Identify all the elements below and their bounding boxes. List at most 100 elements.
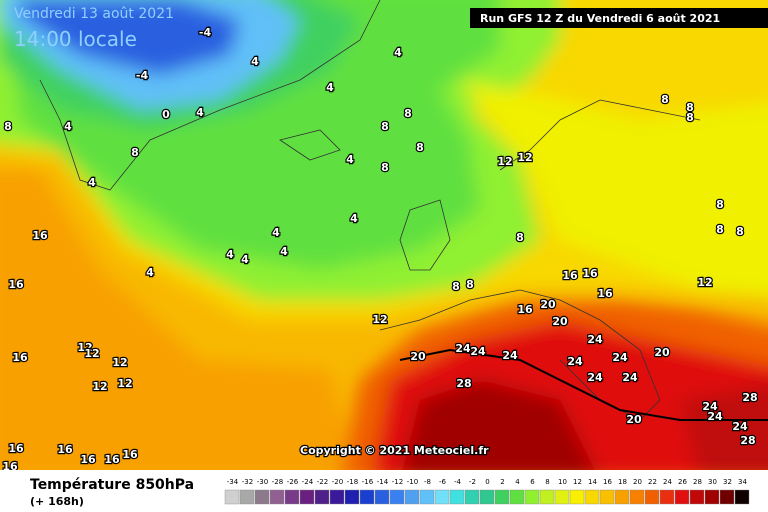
contour-label: 16 — [57, 443, 73, 456]
contour-label: 12 — [84, 347, 99, 360]
contour-label: 4 — [226, 248, 234, 261]
legend-label: 6 — [530, 478, 535, 486]
local-time: 14:00 locale — [14, 27, 137, 51]
contour-label: 4 — [251, 55, 259, 68]
contour-label: 20 — [654, 346, 670, 359]
contour-label: 8 — [131, 146, 139, 159]
legend-swatch — [689, 489, 705, 505]
color-legend: -34 -32 -30 -28 -26 -24 -22 -20 -18 -16 -14 -12 -10-… — [224, 478, 750, 505]
legend-swatch — [704, 489, 720, 505]
contour-label: 4 — [394, 46, 402, 59]
legend-swatch — [224, 489, 240, 505]
legend-swatch — [329, 489, 345, 505]
legend-label: -22 — [317, 478, 328, 486]
contour-label: 8 — [736, 225, 744, 238]
contour-label: 12 — [697, 276, 712, 289]
contour-label: 12 — [117, 377, 132, 390]
legend-swatch — [569, 489, 585, 505]
contour-label: 24 — [622, 371, 638, 384]
contour-label: 28 — [740, 434, 755, 447]
contour-label: 16 — [80, 453, 96, 466]
contour-label: 16 — [582, 267, 598, 280]
contour-label: 16 — [32, 229, 48, 242]
legend-swatch — [374, 489, 390, 505]
legend-swatch — [434, 489, 450, 505]
contour-label: 8 — [716, 198, 724, 211]
contour-label: 16 — [8, 278, 24, 291]
contour-label: 4 — [326, 81, 334, 94]
legend-label: -18 — [347, 478, 358, 486]
legend-label: 8 — [545, 478, 549, 486]
legend-label: -4 — [454, 478, 462, 486]
contour-label: 20 — [410, 350, 426, 363]
contour-label: 4 — [146, 266, 154, 279]
footer-title: Température 850hPa — [30, 477, 194, 493]
legend-swatch — [299, 489, 315, 505]
contour-label: 8 — [466, 278, 474, 291]
legend-label: 32 — [723, 478, 732, 486]
legend-label: 22 — [648, 478, 657, 486]
legend-label: 4 — [515, 478, 520, 486]
coast-europe — [379, 289, 661, 421]
legend-swatch — [584, 489, 600, 505]
contour-label: 20 — [626, 413, 642, 426]
legend-swatch — [524, 489, 540, 505]
legend-swatch — [674, 489, 690, 505]
contour-label: 8 — [686, 111, 694, 124]
contour-label: 24 — [612, 351, 628, 364]
legend-swatch — [404, 489, 420, 505]
contour-label: 8 — [516, 231, 524, 244]
field-orange-west — [0, 170, 358, 470]
contour-label: 8 — [4, 120, 12, 133]
legend-label: 18 — [618, 478, 627, 486]
legend-label: -32 — [242, 478, 253, 486]
contour-label: 8 — [716, 223, 724, 236]
coast-iceland — [279, 129, 341, 161]
coast-greenland — [39, 0, 381, 191]
legend-swatch — [269, 489, 285, 505]
contour-label: 8 — [661, 93, 669, 106]
run-info: Run GFS 12 Z du Vendredi 6 août 2021 — [480, 12, 720, 25]
legend-swatch — [389, 489, 405, 505]
coastlines — [39, 0, 768, 421]
contour-label: 16 — [8, 442, 24, 455]
legend-label: 24 — [663, 478, 672, 486]
coast-africa — [399, 348, 768, 421]
legend-label: 20 — [633, 478, 642, 486]
legend-label: 0 — [485, 478, 489, 486]
contour-label: 12 — [372, 313, 387, 326]
legend-label: -12 — [392, 478, 403, 486]
coast-scandinavia — [499, 99, 701, 171]
contour-label: 16 — [122, 448, 138, 461]
contour-label: 4 — [241, 253, 249, 266]
legend-swatch — [629, 489, 645, 505]
copyright: Copyright © 2021 Meteociel.fr — [300, 444, 489, 457]
legend-label: -28 — [272, 478, 283, 486]
contour-label: 0 — [162, 108, 170, 121]
legend-swatch — [644, 489, 660, 505]
legend-label: 30 — [708, 478, 717, 486]
legend-label: -30 — [257, 478, 268, 486]
legend-swatch — [284, 489, 300, 505]
field-blue — [20, 0, 240, 75]
contour-label: 4 — [196, 106, 204, 119]
valid-date: Vendredi 13 août 2021 — [14, 6, 174, 22]
contour-label: 4 — [280, 245, 288, 258]
contour-label: 20 — [552, 315, 568, 328]
contour-label: 24 — [732, 420, 748, 433]
temperature-field — [0, 0, 768, 470]
contour-label: 24 — [567, 355, 583, 368]
contour-label: 8 — [686, 101, 694, 114]
contour-label: 24 — [470, 345, 486, 358]
legend-label: -34 — [227, 478, 239, 486]
legend-swatch — [539, 489, 555, 505]
legend-swatch — [239, 489, 255, 505]
legend-label: 26 — [678, 478, 687, 486]
contour-label: 12 — [112, 356, 127, 369]
legend-swatch — [359, 489, 375, 505]
contour-label: 12 — [517, 151, 532, 164]
contour-label: -4 — [199, 26, 212, 39]
contour-label: 4 — [88, 176, 96, 189]
